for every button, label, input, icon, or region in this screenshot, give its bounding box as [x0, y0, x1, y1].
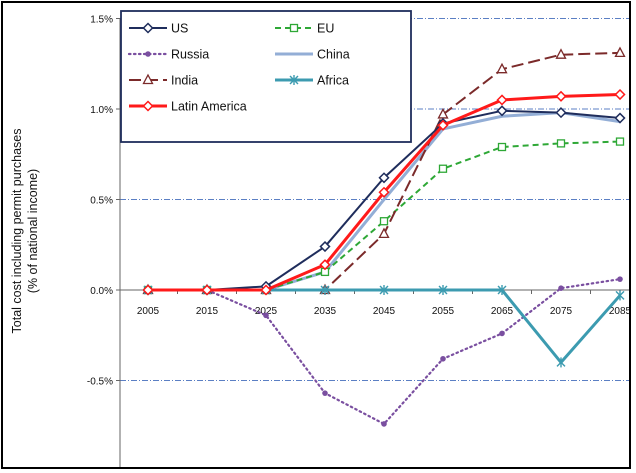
data-point: [320, 285, 330, 295]
data-point: [555, 90, 567, 102]
data-point: [558, 285, 564, 291]
data-point: [556, 139, 566, 148]
legend-entry-china: China: [275, 48, 350, 62]
x-tick-label: 2085: [609, 306, 631, 317]
data-point: [142, 73, 154, 85]
x-tick-label: 2005: [137, 306, 160, 317]
data-point: [319, 259, 331, 271]
y-tick-label: -0.5%: [87, 377, 113, 388]
legend-entry-russia: Russia: [127, 48, 209, 62]
data-point: [496, 105, 508, 117]
legend-entry-us: US: [129, 22, 188, 36]
series-eu: [143, 137, 625, 295]
data-point: [438, 164, 448, 173]
series-latin-america: [142, 88, 626, 296]
legend-label: India: [171, 74, 198, 88]
data-point: [379, 217, 389, 226]
data-point: [614, 88, 626, 101]
legend-box: [120, 10, 412, 143]
y-tick-label: -1.0%: [87, 467, 113, 469]
series-line: [148, 140, 621, 291]
data-point: [142, 22, 154, 34]
legend-entry-africa: Africa: [275, 74, 349, 88]
data-point: [497, 285, 507, 295]
legend-entry-latin-america: Latin America: [129, 100, 247, 114]
data-point: [378, 227, 390, 239]
data-point: [437, 119, 449, 131]
data-point: [497, 142, 507, 152]
x-tick-label: 2045: [373, 306, 396, 317]
data-point: [201, 284, 213, 296]
legend-entry-eu: EU: [275, 22, 334, 36]
data-point: [289, 75, 299, 85]
data-point: [555, 48, 567, 59]
data-point: [319, 240, 331, 253]
x-tick-label: 2025: [255, 306, 278, 317]
y-tick-label: 1.5%: [90, 15, 113, 26]
x-tick-label: 2035: [314, 306, 337, 317]
y-tick-label: 0.5%: [90, 196, 113, 207]
data-point: [263, 312, 269, 319]
legend-label: China: [317, 48, 350, 62]
y-tick-label: 0.0%: [90, 286, 113, 297]
data-point: [322, 390, 328, 396]
data-point: [556, 357, 566, 368]
data-point: [142, 284, 154, 296]
x-tick-label: 2055: [432, 306, 455, 317]
data-point: [496, 94, 508, 106]
data-point: [437, 108, 449, 119]
data-point: [438, 285, 448, 295]
x-tick-label: 2015: [196, 306, 219, 317]
legend-entry-india: India: [129, 74, 198, 88]
data-point: [260, 284, 272, 296]
line-chart: -1.0% -0.5% 0.0% 0.5% 1.0% 1.5% 2005 2015 2025 2…: [10, 10, 631, 469]
data-point: [381, 421, 387, 427]
legend-label: EU: [317, 22, 334, 36]
data-point: [142, 100, 154, 112]
series-line: [148, 288, 622, 364]
y-tick-label: 1.0%: [90, 105, 113, 116]
data-point: [440, 355, 446, 362]
data-point: [614, 112, 626, 124]
data-point: [379, 285, 389, 295]
y-axis-title-line: (% of national income): [26, 169, 40, 293]
x-tick-label: 2065: [491, 306, 514, 317]
data-point: [378, 172, 390, 184]
data-point: [289, 23, 299, 33]
y-axis-title: Total cost including permit purchases (% …: [10, 129, 40, 334]
y-axis-title-line: Total cost including permit purchases: [10, 129, 24, 334]
data-point: [614, 46, 626, 58]
x-tick-label: 2075: [550, 306, 573, 317]
data-point: [617, 276, 623, 282]
data-point: [555, 107, 567, 119]
legend-label: US: [171, 22, 188, 36]
legend-label: Latin America: [171, 100, 247, 114]
data-point: [499, 330, 505, 337]
data-point: [145, 51, 151, 57]
legend-label: Africa: [317, 74, 349, 88]
data-point: [615, 137, 625, 146]
series-line: [146, 278, 622, 426]
data-point: [378, 186, 390, 198]
data-point: [615, 290, 625, 301]
series-africa: [143, 285, 625, 368]
legend-label: Russia: [171, 48, 209, 62]
data-point: [496, 62, 508, 74]
